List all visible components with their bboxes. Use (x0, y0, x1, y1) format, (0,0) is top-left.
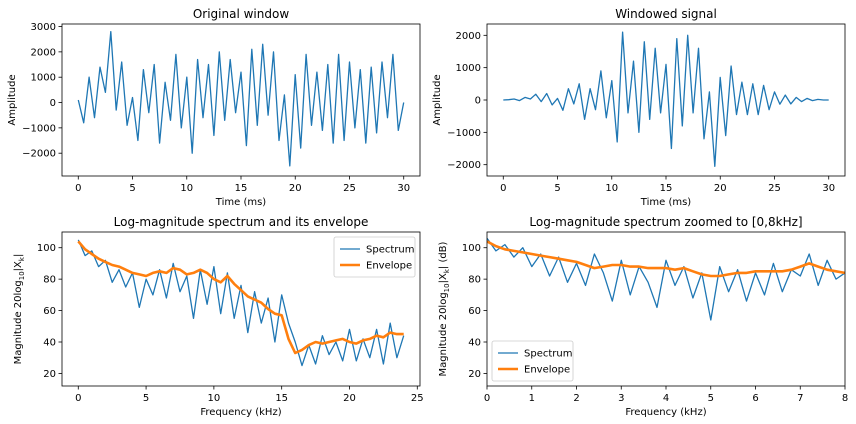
axes-frame (61, 231, 421, 387)
y-tick-label: 0 (50, 98, 56, 109)
x-axis-label: Frequency (kHz) (200, 407, 281, 418)
chart-1: 0 5 10 15 20 25 30 −2000 −1000 0 1000 2000 3000 Origi… (7, 7, 421, 208)
x-tick-label: 5 (708, 393, 714, 404)
x-axis-label: Frequency (kHz) (625, 407, 706, 418)
y-axis-label-part: Magnitude 20log (13, 280, 24, 364)
y-tick-label: 40 (43, 338, 56, 349)
y-tick-label: 1000 (456, 63, 481, 74)
legend-label: Envelope (366, 261, 412, 272)
y-tick-label: 60 (468, 306, 481, 317)
x-tick-label: 0 (500, 183, 506, 194)
chart-4: 0 1 2 3 4 5 6 7 8 20 40 60 80 100 Log-magnitude spectr… (438, 215, 848, 418)
x-tick-label: 0 (75, 393, 81, 404)
legend: Spectrum Envelope (491, 340, 574, 382)
y-tick-label: 2000 (31, 47, 56, 58)
x-tick-label: 5 (143, 393, 149, 404)
legend-box (333, 236, 416, 278)
y-tick-label: −1000 (447, 128, 481, 139)
y-tick-label: 80 (43, 275, 56, 286)
x-tick-label: 30 (397, 183, 410, 194)
x-tick-label: 6 (752, 393, 758, 404)
legend-label: Spectrum (366, 245, 414, 256)
x-tick-label: 0 (484, 393, 490, 404)
x-tick-label: 10 (180, 183, 193, 194)
x-tick-label: 7 (797, 393, 803, 404)
x-tick-label: 15 (235, 183, 248, 194)
x-tick-label: 2 (573, 393, 579, 404)
x-tick-label: 30 (822, 183, 835, 194)
series-line-signal (77, 30, 405, 167)
x-tick-label: 10 (605, 183, 618, 194)
x-tick-label: 10 (208, 393, 221, 404)
chart-title: Log-magnitude spectrum zoomed to [0,8kHz… (529, 215, 802, 229)
legend-label: Spectrum (524, 349, 572, 360)
legend-label: Envelope (524, 365, 570, 376)
y-tick-label: 60 (43, 306, 56, 317)
y-axis-label-part: 10 (443, 283, 451, 292)
x-tick-label: 25 (343, 183, 356, 194)
x-tick-label: 15 (275, 393, 288, 404)
y-axis-label-part: Magnitude 20log (438, 292, 449, 376)
series-line-signal (503, 31, 829, 167)
chart-2: 0 5 10 15 20 25 30 −2000 −1000 0 1000 2000 Windowed … (432, 7, 846, 208)
y-tick-label: 100 (462, 243, 481, 254)
y-tick-label: 0 (475, 96, 481, 107)
y-axis-label-part: | (dB) (438, 241, 449, 269)
series-line-envelope (77, 240, 404, 355)
x-axis-label: Time (ms) (640, 197, 692, 208)
x-tick-label: 5 (129, 183, 135, 194)
x-tick-label: 25 (768, 183, 781, 194)
x-tick-label: 15 (660, 183, 673, 194)
x-tick-label: 5 (554, 183, 560, 194)
x-tick-label: 3 (618, 393, 624, 404)
y-tick-label: 3000 (31, 22, 56, 33)
y-tick-label: 20 (468, 369, 481, 380)
series-line-envelope (487, 240, 845, 278)
y-axis-label-part: k (443, 268, 451, 273)
x-tick-label: 20 (714, 183, 727, 194)
x-tick-label: 8 (842, 393, 848, 404)
y-tick-label: 20 (43, 369, 56, 380)
y-axis-label-part: |X (13, 261, 24, 271)
chart-title: Original window (193, 7, 289, 21)
y-axis-label: Amplitude (7, 74, 18, 125)
y-tick-label: −2000 (447, 160, 481, 171)
y-tick-label: 2000 (456, 31, 481, 42)
y-axis-label-part: 10 (18, 271, 26, 280)
x-tick-label: 20 (289, 183, 302, 194)
y-tick-label: 40 (468, 338, 481, 349)
chart-title: Windowed signal (615, 7, 717, 21)
chart-title: Log-magnitude spectrum and its envelope (114, 215, 369, 229)
y-tick-label: −2000 (22, 149, 56, 160)
series-line-spectrum (487, 237, 845, 321)
y-tick-label: 100 (37, 243, 56, 254)
y-axis-label: Magnitude 20log10|Xk| (13, 254, 26, 365)
x-tick-label: 25 (411, 393, 424, 404)
legend: Spectrum Envelope (333, 236, 416, 278)
x-tick-label: 4 (663, 393, 669, 404)
legend-box (491, 340, 574, 382)
x-axis-label: Time (ms) (215, 197, 267, 208)
chart-3: 0 5 10 15 20 25 20 40 60 80 100 Log-magnitude spect… (13, 215, 424, 418)
x-tick-label: 20 (343, 393, 356, 404)
y-axis-label-part: |X (438, 273, 449, 283)
y-tick-label: 80 (468, 275, 481, 286)
x-tick-label: 0 (75, 183, 81, 194)
y-tick-label: 1000 (31, 73, 56, 84)
x-tick-label: 1 (529, 393, 535, 404)
y-axis-label: Amplitude (432, 74, 443, 125)
y-axis-label-part: | (13, 254, 24, 257)
y-axis-label-part: k (18, 256, 26, 261)
y-axis-label: Magnitude 20log10|Xk| (dB) (438, 241, 451, 376)
y-tick-label: −1000 (22, 123, 56, 134)
